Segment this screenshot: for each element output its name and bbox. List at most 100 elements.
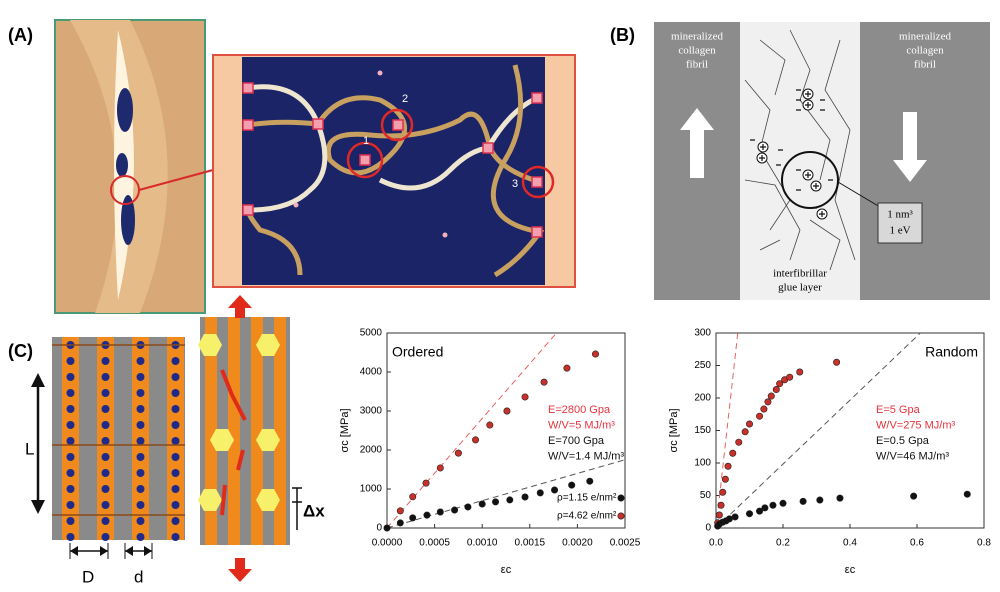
particle	[171, 453, 180, 461]
particle	[66, 485, 75, 493]
data-point	[423, 511, 431, 519]
data-point	[506, 496, 514, 504]
data-point	[383, 524, 391, 532]
y-axis-label: σc [MPa]	[668, 408, 680, 452]
data-point	[464, 503, 472, 511]
y-tick-label: 200	[694, 393, 711, 404]
y-tick-label: 3000	[360, 406, 383, 417]
box-label: 1 nm³	[887, 209, 913, 221]
particle	[136, 373, 145, 381]
particle	[171, 517, 180, 525]
particle	[66, 517, 75, 525]
y-tick-label: 250	[694, 360, 711, 371]
data-point	[409, 514, 417, 522]
particle	[136, 405, 145, 413]
data-point	[492, 498, 500, 506]
data-point	[724, 462, 732, 470]
data-point	[586, 477, 594, 485]
particle	[136, 389, 145, 397]
fibril-array	[52, 337, 185, 541]
annotation: W/V=1.4 MJ/m³	[548, 450, 624, 462]
data-point	[715, 511, 723, 519]
data-point	[745, 420, 753, 428]
length-arrow	[31, 373, 153, 559]
flow-arrow	[220, 484, 227, 516]
data-point	[756, 507, 764, 515]
junction	[256, 429, 280, 451]
y-tick-label: 1000	[360, 484, 383, 495]
box-label: 1 eV	[889, 225, 910, 237]
particle	[136, 437, 145, 445]
particle	[101, 357, 110, 365]
chart-title: Ordered	[392, 344, 443, 360]
panel-label: (B)	[610, 25, 635, 45]
y-tick-label: 150	[694, 425, 711, 436]
particle	[171, 421, 180, 429]
annotation: W/V=5 MJ/m³	[548, 419, 615, 431]
data-point	[745, 510, 753, 518]
junction	[256, 489, 280, 511]
data-point	[729, 449, 737, 457]
data-point	[568, 481, 576, 489]
flow-arrow	[230, 394, 247, 421]
fibril	[251, 317, 263, 545]
fibril-label: collagen	[678, 45, 716, 57]
fibril-label: mineralized	[899, 31, 951, 43]
data-point	[717, 501, 725, 509]
data-point	[764, 398, 772, 406]
annotation: W/V=46 MJ/m³	[876, 450, 949, 462]
load-arrows	[228, 295, 302, 582]
width-label: d	[134, 567, 143, 586]
particle	[101, 501, 110, 509]
data-point	[767, 392, 775, 400]
data-point	[563, 364, 571, 372]
particle	[171, 373, 180, 381]
fit-line	[715, 332, 921, 529]
x-tick-label: 0.0000	[372, 538, 403, 549]
data-point	[396, 519, 404, 527]
particle	[171, 501, 180, 509]
particle	[66, 533, 75, 541]
legend-marker	[617, 512, 625, 520]
panel-label: (A)	[8, 25, 33, 45]
particle	[101, 421, 110, 429]
data-point	[536, 489, 544, 497]
x-axis-label: εc	[845, 564, 856, 576]
x-tick-label: 0.2	[776, 538, 790, 549]
y-tick-label: 0	[376, 523, 382, 534]
tissue-illustration	[54, 19, 214, 314]
y-tick-label: 50	[700, 490, 712, 501]
particle	[136, 469, 145, 477]
site-label: 3	[512, 178, 518, 190]
data-point	[521, 493, 529, 501]
data-point	[760, 405, 768, 413]
data-point	[719, 488, 727, 496]
fibril	[228, 317, 240, 545]
particle	[136, 533, 145, 541]
particle	[171, 469, 180, 477]
particle	[101, 485, 110, 493]
x-tick-label: 0.8	[977, 538, 991, 549]
particle	[171, 533, 180, 541]
particle	[66, 389, 75, 397]
legend-label: ρ=1.15 e/nm²	[557, 493, 617, 504]
fibril	[205, 317, 217, 545]
y-tick-label: 100	[694, 458, 711, 469]
x-tick-label: 0.0015	[515, 538, 546, 549]
particle	[136, 357, 145, 365]
data-point	[731, 513, 739, 521]
data-point	[776, 380, 784, 388]
particle	[66, 357, 75, 365]
data-point	[478, 500, 486, 508]
data-point	[769, 501, 777, 509]
data-point	[761, 504, 769, 512]
particle	[136, 421, 145, 429]
fibril-label: mineralized collagen fibril mineralized …	[671, 31, 951, 71]
y-tick-label: 4000	[360, 367, 383, 378]
particle	[136, 517, 145, 525]
shift-label: Δx	[303, 501, 325, 520]
site-label: 1	[363, 135, 369, 147]
data-point	[963, 490, 971, 498]
data-point	[786, 373, 794, 381]
